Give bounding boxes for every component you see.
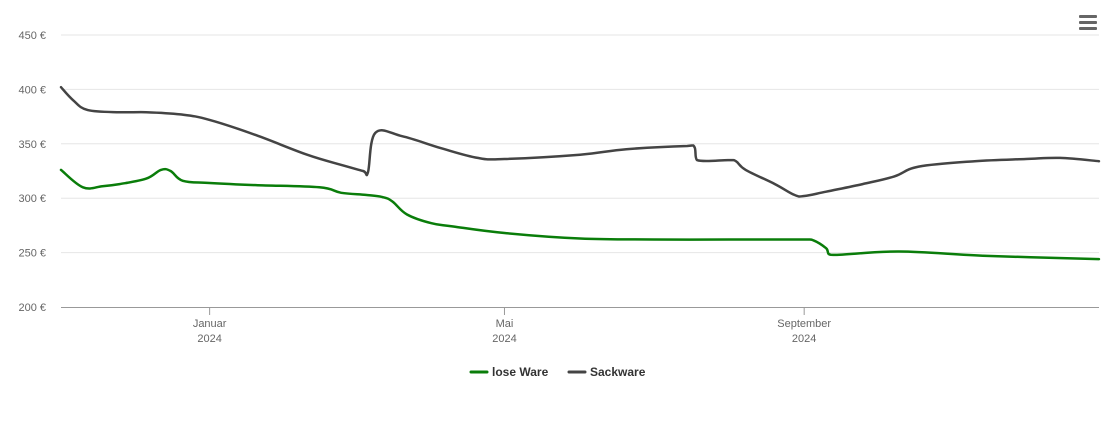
series-line-1[interactable] bbox=[59, 85, 1101, 198]
x-axis: Januar 2024 Mai 2024 September 2024 bbox=[61, 307, 1099, 345]
y-tick-label: 450 € bbox=[18, 30, 46, 42]
y-tick-label: 200 € bbox=[18, 302, 46, 314]
legend-label[interactable]: lose Ware bbox=[492, 365, 549, 379]
y-tick-label: 350 € bbox=[18, 139, 46, 151]
y-axis: 200 € 250 € 300 € 350 € 400 € 450 € bbox=[18, 30, 46, 314]
legend: lose Ware Sackware bbox=[469, 365, 646, 379]
series-line-0[interactable] bbox=[59, 167, 1101, 261]
menu-bar bbox=[1079, 21, 1097, 24]
x-tick-year-label: 2024 bbox=[197, 333, 221, 345]
gridlines bbox=[61, 34, 1099, 254]
legend-label[interactable]: Sackware bbox=[590, 365, 646, 379]
hamburger-menu-icon[interactable] bbox=[1078, 12, 1098, 32]
y-tick-label: 400 € bbox=[18, 84, 46, 96]
y-tick-label: 250 € bbox=[18, 248, 46, 260]
menu-bar bbox=[1079, 15, 1097, 18]
x-tick-label: Januar bbox=[193, 318, 227, 330]
series-lines bbox=[59, 85, 1101, 261]
x-tick-label: Mai bbox=[496, 318, 514, 330]
x-tick-label: September bbox=[777, 318, 831, 330]
x-tick-year-label: 2024 bbox=[792, 333, 816, 345]
x-tick-year-label: 2024 bbox=[492, 333, 516, 345]
menu-bar bbox=[1079, 27, 1097, 30]
y-tick-label: 300 € bbox=[18, 193, 46, 205]
